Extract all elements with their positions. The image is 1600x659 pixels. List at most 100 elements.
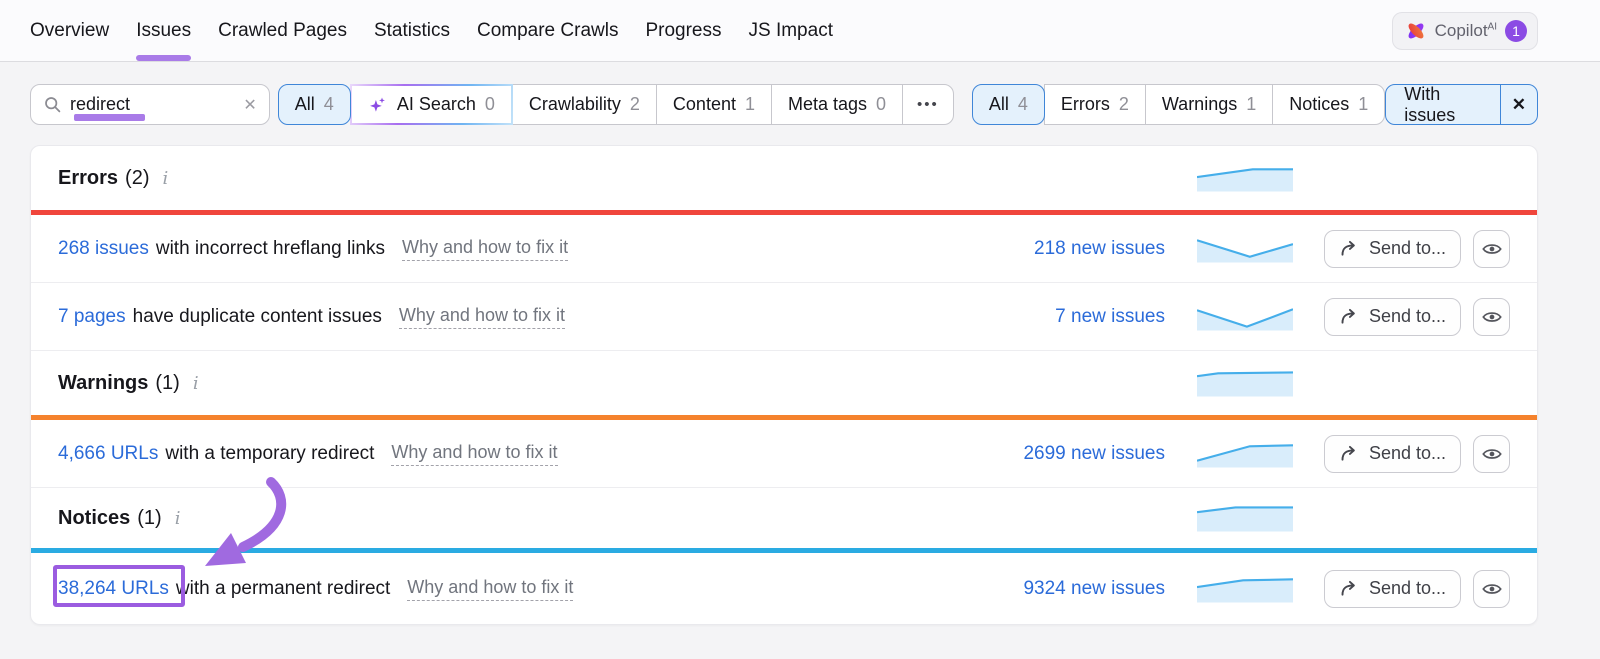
issue-count-link[interactable]: 38,264 URLs	[58, 577, 169, 599]
search-value: redirect	[70, 94, 131, 114]
new-issues-link[interactable]: 7 new issues	[1055, 305, 1165, 327]
section-header-notices: Notices (1) i	[31, 488, 1537, 548]
new-issues-link[interactable]: 218 new issues	[1034, 237, 1165, 259]
copilot-button[interactable]: CopilotAI 1	[1391, 11, 1538, 50]
tab-count: 0	[484, 94, 495, 114]
tab-compare-crawls[interactable]: Compare Crawls	[477, 0, 618, 61]
send-to-button[interactable]: Send to...	[1324, 434, 1461, 473]
category-tab-content[interactable]: Content 1	[655, 84, 772, 125]
send-arrow-icon	[1339, 443, 1360, 464]
category-tab-meta-tags[interactable]: Meta tags 0	[770, 84, 904, 125]
why-how-to-fix-link[interactable]: Why and how to fix it	[402, 237, 569, 261]
category-tab-all[interactable]: All 4	[277, 84, 351, 125]
why-how-to-fix-link[interactable]: Why and how to fix it	[398, 305, 565, 329]
tab-issues-label: Issues	[136, 19, 192, 41]
tab-overview[interactable]: Overview	[30, 0, 109, 61]
hide-issue-eye-icon[interactable]	[1473, 297, 1510, 336]
new-issues-link[interactable]: 9324 new issues	[1023, 577, 1165, 599]
issue-trend-sparkline	[1196, 440, 1294, 467]
send-to-button[interactable]: Send to...	[1324, 229, 1461, 268]
tab-issues[interactable]: Issues	[136, 0, 192, 61]
send-arrow-icon	[1339, 238, 1360, 259]
tab-count: 4	[323, 94, 334, 114]
with-issues-label: With issues	[1404, 84, 1456, 125]
warnings-trend-sparkline	[1196, 370, 1294, 397]
issue-trend-sparkline	[1196, 303, 1294, 330]
category-tab-more-icon[interactable]: •••	[902, 84, 954, 125]
send-to-button[interactable]: Send to...	[1324, 297, 1461, 336]
hide-issue-eye-icon[interactable]	[1473, 569, 1510, 608]
category-tab-ai-search[interactable]: AI Search 0	[350, 84, 513, 125]
issue-trend-sparkline	[1196, 575, 1294, 602]
errors-severity-bar	[31, 210, 1537, 215]
tab-count: 1	[1358, 94, 1369, 114]
issues-list-card: Errors (2) i 268 issues with incorrect h…	[30, 145, 1538, 625]
issue-row-permanent-redirect: 38,264 URLs with a permanent redirect Wh…	[31, 553, 1537, 624]
send-to-label: Send to...	[1368, 306, 1447, 326]
issue-count-link[interactable]: 4,666 URLs	[58, 442, 159, 464]
search-icon	[43, 95, 62, 114]
severity-tab-group: All 4 Errors 2 Warnings 1 Notices 1	[971, 84, 1386, 125]
tab-progress[interactable]: Progress	[645, 0, 721, 61]
search-underline-annotation	[74, 114, 145, 121]
tab-js-impact[interactable]: JS Impact	[749, 0, 833, 61]
active-tab-underline-annotation	[136, 55, 192, 61]
send-arrow-icon	[1339, 306, 1360, 327]
tab-label: All	[988, 94, 1009, 114]
info-icon[interactable]: i	[192, 372, 199, 394]
issue-count-link[interactable]: 268 issues	[58, 237, 149, 259]
notices-trend-sparkline	[1196, 505, 1293, 532]
send-to-label: Send to...	[1368, 238, 1447, 258]
send-to-label: Send to...	[1368, 578, 1447, 598]
tab-count: 2	[629, 94, 640, 114]
copilot-label: CopilotAI	[1434, 20, 1497, 40]
issue-row-hreflang: 268 issues with incorrect hreflang links…	[31, 215, 1537, 283]
issue-description: with incorrect hreflang links	[155, 237, 385, 259]
filter-bar: redirect ✕ All 4 AI Search 0 Crawlabilit…	[0, 62, 1600, 125]
tab-crawled-pages[interactable]: Crawled Pages	[218, 0, 347, 61]
hide-issue-eye-icon[interactable]	[1473, 434, 1510, 473]
ai-sparkles-icon	[368, 95, 388, 115]
why-how-to-fix-link[interactable]: Why and how to fix it	[391, 442, 558, 466]
severity-tab-notices[interactable]: Notices 1	[1272, 84, 1386, 125]
section-title: Errors	[58, 166, 119, 189]
search-input[interactable]: redirect ✕	[30, 84, 270, 125]
issue-row-temporary-redirect: 4,666 URLs with a temporary redirect Why…	[31, 420, 1537, 488]
hide-issue-eye-icon[interactable]	[1473, 229, 1510, 268]
with-issues-close-icon[interactable]: ✕	[1499, 85, 1537, 124]
info-icon[interactable]: i	[162, 167, 169, 189]
top-nav: Overview Issues Crawled Pages Statistics…	[0, 0, 1600, 62]
errors-trend-sparkline	[1196, 165, 1293, 192]
category-tab-group: All 4 AI Search 0 Crawlability 2 Content…	[277, 84, 954, 125]
new-issues-link[interactable]: 2699 new issues	[1023, 442, 1165, 464]
section-count: (1)	[137, 506, 162, 529]
send-to-label: Send to...	[1368, 443, 1447, 463]
info-icon[interactable]: i	[174, 507, 181, 529]
report-tabs: Overview Issues Crawled Pages Statistics…	[30, 0, 833, 61]
section-count: (2)	[125, 166, 150, 189]
tab-label: Errors	[1060, 94, 1110, 114]
tab-label: Meta tags	[787, 94, 868, 114]
issue-description: with a temporary redirect	[165, 442, 375, 464]
send-to-button[interactable]: Send to...	[1324, 569, 1461, 608]
issue-description: have duplicate content issues	[132, 305, 382, 327]
tab-count: 1	[1246, 94, 1257, 114]
section-count: (1)	[155, 371, 180, 394]
tab-statistics[interactable]: Statistics	[374, 0, 450, 61]
tab-label: Warnings	[1161, 94, 1238, 114]
severity-tab-errors[interactable]: Errors 2	[1043, 84, 1146, 125]
severity-tab-warnings[interactable]: Warnings 1	[1144, 84, 1274, 125]
issue-count-link[interactable]: 7 pages	[58, 305, 126, 327]
category-tab-crawlability[interactable]: Crawlability 2	[511, 84, 657, 125]
tab-count: 0	[876, 94, 887, 114]
issue-description: with a permanent redirect	[175, 577, 391, 599]
severity-tab-all[interactable]: All 4	[971, 84, 1045, 125]
with-issues-filter-chip[interactable]: With issues ✕	[1385, 84, 1538, 125]
tab-label: Notices	[1289, 94, 1350, 114]
section-header-errors: Errors (2) i	[31, 146, 1537, 210]
section-header-warnings: Warnings (1) i	[31, 351, 1537, 415]
search-clear-icon[interactable]: ✕	[243, 96, 257, 114]
why-how-to-fix-link[interactable]: Why and how to fix it	[407, 577, 574, 601]
section-title: Warnings	[58, 371, 149, 394]
copilot-badge: 1	[1505, 19, 1527, 42]
